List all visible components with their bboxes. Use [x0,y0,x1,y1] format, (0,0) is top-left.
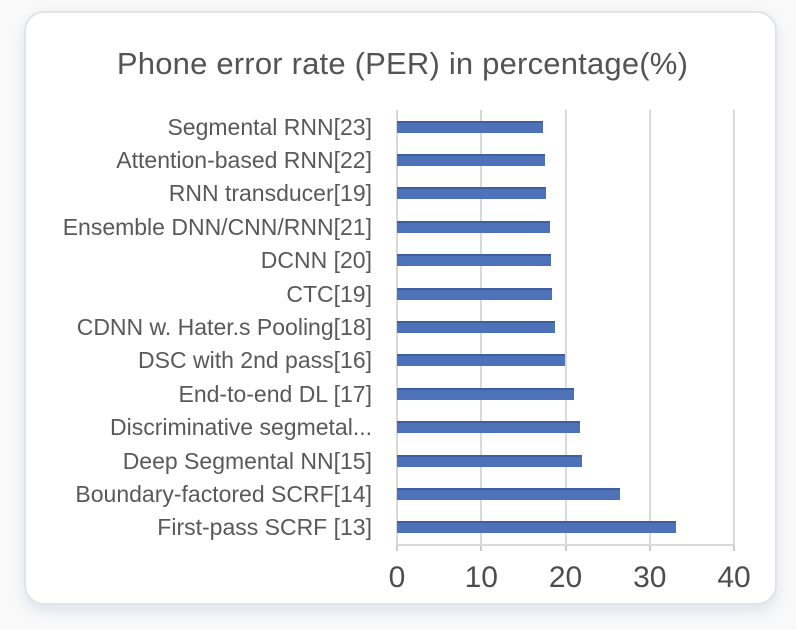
x-tick-label: 40 [717,561,751,594]
bar-1 [397,154,546,167]
category-label: Ensemble DNN/CNN/RNN[21] [62,213,372,240]
x-tick-label: 20 [548,561,583,594]
category-label: DSC with 2nd pass[16] [138,347,372,374]
x-tick-label: 0 [388,561,406,594]
category-label: RNN transducer[19] [168,180,372,207]
tick-mark-x-30 [648,544,651,551]
category-label: End-to-end DL [17] [178,380,373,407]
bar-3 [397,220,551,233]
bar-10 [397,454,582,467]
tick-mark-x-10 [480,544,483,551]
bar-0 [397,120,543,133]
tick-mark-x-40 [733,544,735,551]
category-label: Segmental RNN[23] [167,113,372,140]
x-axis-line [397,544,734,546]
bar-12 [397,521,676,534]
category-label: Deep Segmental NN[15] [122,447,372,474]
category-label: First-pass SCRF [13] [157,514,372,541]
gridline-x-20 [564,110,567,544]
category-axis: Segmental RNN[23] Attention-based RNN[22]… [26,13,779,607]
gridline-x-30 [648,110,651,544]
category-label: Attention-based RNN[22] [116,147,372,174]
bar-2 [397,187,547,200]
category-label: Boundary-factored SCRF[14] [75,480,372,507]
x-tick-label: 30 [633,561,667,594]
category-label: CDNN w. Hater.s Pooling[18] [76,314,372,340]
bar-6 [397,321,555,333]
category-label: DCNN [20] [260,247,372,274]
bar-5 [397,287,553,300]
bar-series [26,13,779,607]
chart-card: Phone error rate (PER) in percentage(%) … [24,11,777,605]
chart-title: Phone error rate (PER) in percentage(%) [116,46,689,81]
value-axis: 0 10 20 30 40 [26,13,779,607]
tick-mark-x-20 [564,544,567,551]
bar-11 [397,487,621,500]
category-label: CTC[19] [286,280,372,307]
bar-4 [397,254,552,267]
bar-8 [397,387,574,400]
bar-7 [397,354,565,367]
gridline-x-40 [733,110,735,544]
bar-9 [397,421,580,434]
category-label: Discriminative segmetal... [109,414,372,441]
x-tick-label: 10 [464,561,498,594]
tick-mark-x-0 [396,544,398,551]
